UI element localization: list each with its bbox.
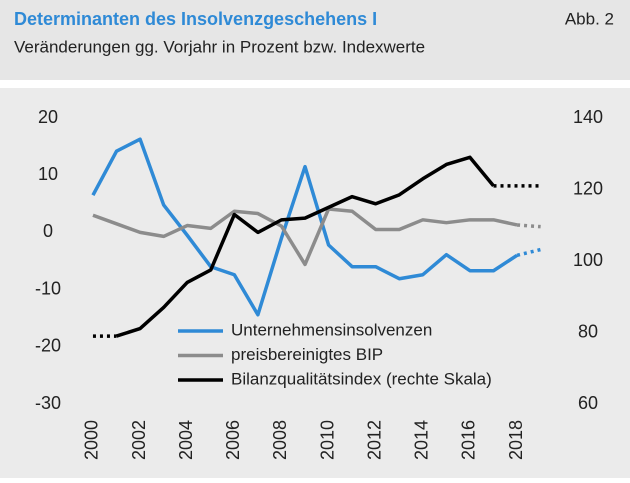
plot-background <box>0 88 630 478</box>
header-background <box>0 0 630 80</box>
y2-tick-label: 140 <box>573 107 603 127</box>
line <box>92 207 518 267</box>
y-tick-label: -20 <box>35 336 61 356</box>
x-tick-label: 2012 <box>364 420 384 460</box>
y2-tick-label: 80 <box>578 321 598 341</box>
x-tick-label: 2016 <box>459 420 479 460</box>
y-tick-label: 0 <box>43 221 53 241</box>
y-tick-label: -30 <box>35 393 61 413</box>
x-tick-label: 2010 <box>317 420 337 460</box>
chart-subtitle: Veränderungen gg. Vorjahr in Prozent bzw… <box>14 37 425 56</box>
y2-tick-label: 100 <box>573 250 603 270</box>
legend-label: Bilanzqualitätsindex (rechte Skala) <box>231 369 492 388</box>
x-tick-label: 2008 <box>270 420 290 460</box>
y2-tick-label: 120 <box>573 178 603 198</box>
y2-tick-label: 60 <box>578 393 598 413</box>
x-tick-label: 2014 <box>412 420 432 460</box>
x-tick-label: 2004 <box>176 420 196 460</box>
y-tick-label: 10 <box>38 164 58 184</box>
y-tick-label: -10 <box>35 278 61 298</box>
x-tick-label: 2000 <box>82 420 102 460</box>
line <box>91 137 519 317</box>
figure-label: Abb. 2 <box>565 9 614 28</box>
legend-label: preisbereinigtes BIP <box>231 345 383 364</box>
x-tick-label: 2002 <box>129 420 149 460</box>
line <box>115 155 495 338</box>
chart-title: Determinanten des Insolvenzgeschehens I <box>14 9 377 29</box>
x-tick-label: 2006 <box>223 420 243 460</box>
x-tick-label: 2018 <box>506 420 526 460</box>
y-tick-label: 20 <box>38 107 58 127</box>
legend-label: Unternehmensinsolvenzen <box>231 320 432 339</box>
